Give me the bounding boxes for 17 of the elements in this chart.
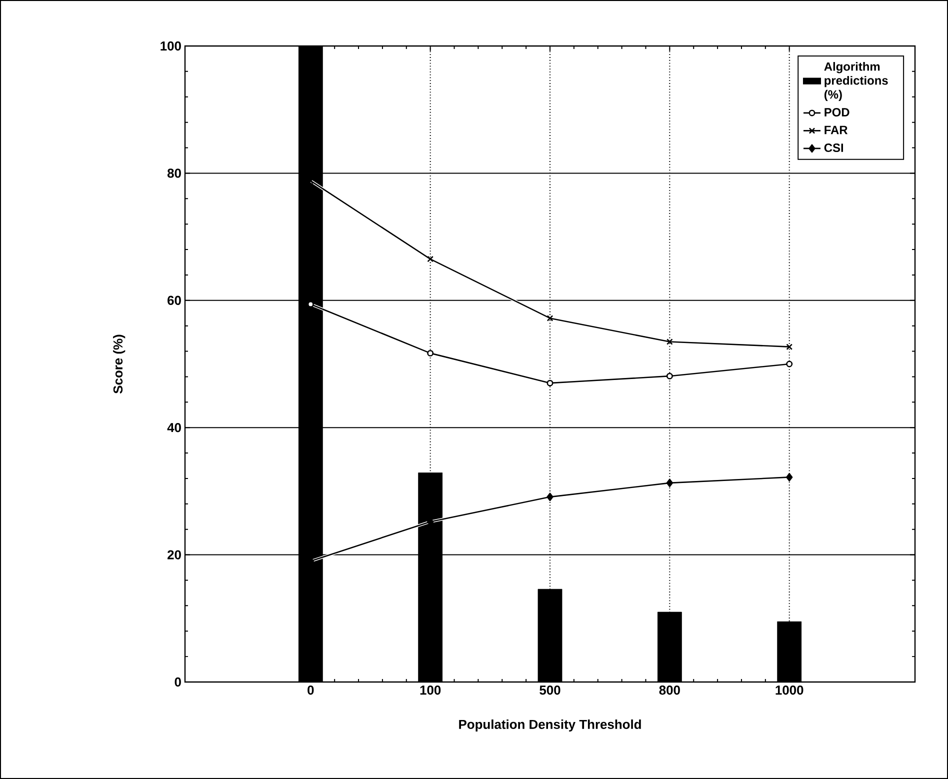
legend-label: CSI	[824, 144, 843, 152]
y-tick-label: 80	[167, 168, 181, 178]
y-tick-label: 60	[168, 296, 181, 305]
y-tick-label: 0	[174, 677, 181, 687]
y-tick-label: 20	[168, 550, 181, 560]
x-tick-label: 1000	[776, 686, 804, 695]
x-tick-label: 100	[420, 686, 441, 695]
legend-label: Algorithm predictions (%)	[824, 62, 888, 102]
y-tick-label: 40	[167, 423, 181, 432]
x-tick-label: 0	[308, 686, 314, 695]
x-axis-title: Population Density Threshold	[459, 719, 641, 732]
y-tick-label: 100	[160, 41, 181, 51]
legend-label: FAR	[824, 126, 848, 134]
x-tick-label: 500	[540, 686, 560, 695]
legend-label: POD	[824, 108, 850, 116]
x-tick-label: 800	[659, 686, 680, 695]
y-axis-title: Score (%)	[113, 334, 126, 394]
